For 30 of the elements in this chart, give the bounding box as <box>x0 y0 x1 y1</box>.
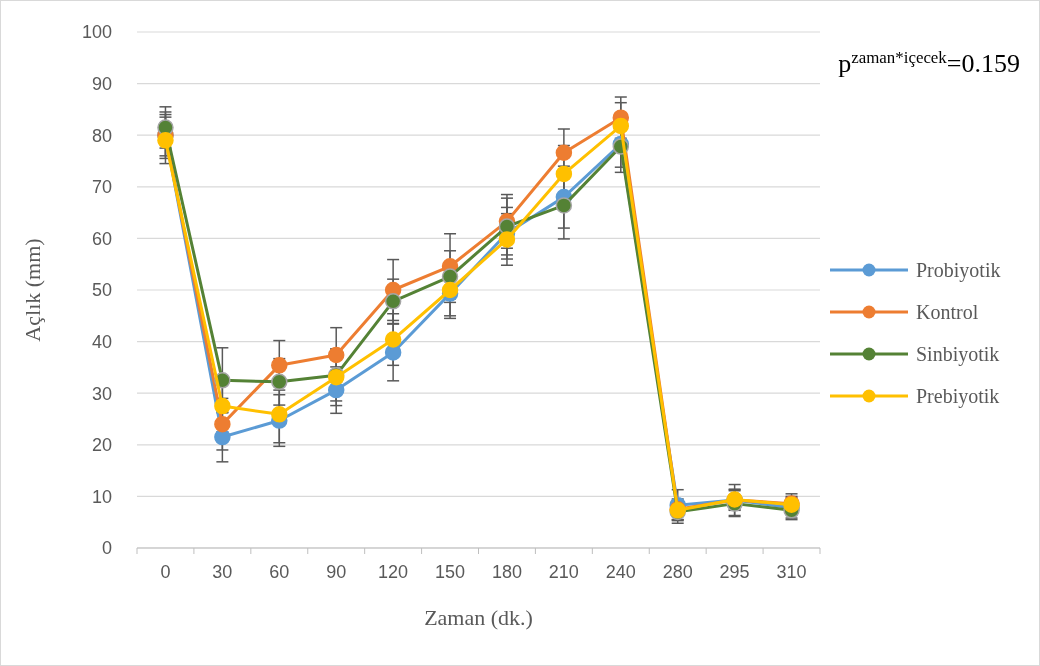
y-tick-label: 0 <box>101 538 112 559</box>
y-tick-label: 30 <box>91 383 112 404</box>
x-tick-label: 0 <box>160 562 171 582</box>
x-tick-label: 310 <box>776 562 807 582</box>
legend-label: Probiyotik <box>916 259 1001 282</box>
y-tick-label: 40 <box>91 331 112 352</box>
x-axis-title: Zaman (dk.) <box>424 605 533 630</box>
x-tick-label: 210 <box>548 562 579 582</box>
x-tick-label: 90 <box>326 562 347 582</box>
y-tick-label: 10 <box>91 486 112 507</box>
x-tick-label: 240 <box>605 562 636 582</box>
text: p$^{zaman*içecek}$=0.159 <box>838 47 1020 78</box>
y-tick-label: 100 <box>81 22 112 43</box>
x-tick-label: 180 <box>491 562 522 582</box>
x-tick-label: 60 <box>269 562 290 582</box>
y-tick-label: 70 <box>91 177 112 198</box>
y-axis-title: Açlık (mm) <box>20 238 45 342</box>
y-tick-label: 90 <box>91 73 112 94</box>
x-tick-label: 280 <box>662 562 693 582</box>
legend-label: Sinbiyotik <box>916 343 1000 366</box>
y-tick-label: 80 <box>91 125 112 146</box>
y-tick-label: 60 <box>91 228 112 249</box>
legend-label: Prebiyotik <box>916 385 1000 408</box>
legend-label: Kontrol <box>916 301 979 323</box>
x-tick-label: 295 <box>719 562 750 582</box>
x-tick-label: 120 <box>378 562 409 582</box>
y-tick-label: 50 <box>91 280 112 301</box>
x-tick-label: 30 <box>212 562 233 582</box>
y-tick-label: 20 <box>91 435 112 456</box>
x-tick-label: 150 <box>435 562 466 582</box>
